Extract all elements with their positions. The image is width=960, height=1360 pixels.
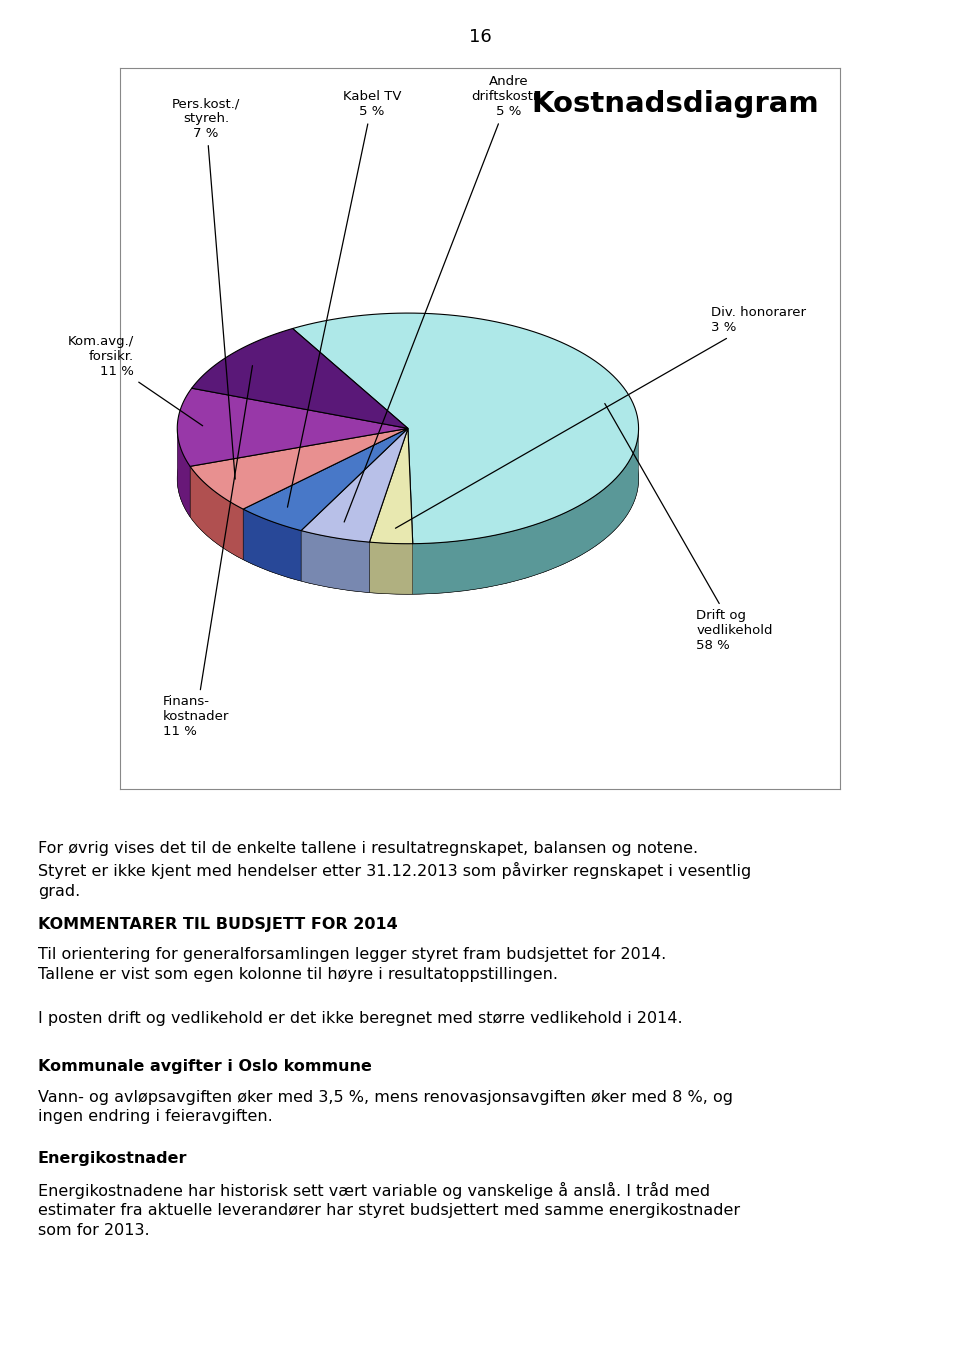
Text: Pers.kost./
styreh.
7 %: Pers.kost./ styreh. 7 % [172,97,240,479]
Text: For øvrig vises det til de enkelte tallene i resultatregnskapet, balansen og not: For øvrig vises det til de enkelte talle… [37,842,751,899]
Text: Kom.avg./
forsikr.
11 %: Kom.avg./ forsikr. 11 % [68,335,203,426]
Text: Drift og
vedlikehold
58 %: Drift og vedlikehold 58 % [605,404,773,651]
Polygon shape [178,428,190,517]
Polygon shape [293,313,638,544]
Polygon shape [192,329,408,428]
Ellipse shape [178,363,638,594]
Polygon shape [243,509,301,581]
Text: Vann- og avløpsavgiften øker med 3,5 %, mens renovasjonsavgiften øker med 8 %, o: Vann- og avløpsavgiften øker med 3,5 %, … [37,1089,732,1125]
Polygon shape [301,428,408,543]
Polygon shape [370,428,413,544]
Polygon shape [413,431,638,594]
Polygon shape [301,530,370,593]
Polygon shape [190,466,243,559]
Text: Div. honorarer
3 %: Div. honorarer 3 % [396,306,805,528]
Text: Andre
driftskostn.
5 %: Andre driftskostn. 5 % [345,75,546,522]
Text: Kostnadsdiagram: Kostnadsdiagram [531,90,819,117]
Text: Kommunale avgifter i Oslo kommune: Kommunale avgifter i Oslo kommune [37,1059,372,1074]
Text: 16: 16 [468,27,492,46]
Text: I posten drift og vedlikehold er det ikke beregnet med større vedlikehold i 2014: I posten drift og vedlikehold er det ikk… [37,1012,683,1027]
Text: KOMMENTARER TIL BUDSJETT FOR 2014: KOMMENTARER TIL BUDSJETT FOR 2014 [37,917,397,932]
Polygon shape [370,543,413,594]
Text: Energikostnader: Energikostnader [37,1151,187,1166]
Text: Kabel TV
5 %: Kabel TV 5 % [287,91,401,507]
Text: Energikostnadene har historisk sett vært variable og vanskelige å anslå. I tråd : Energikostnadene har historisk sett vært… [37,1182,740,1238]
Text: Finans-
kostnader
11 %: Finans- kostnader 11 % [163,366,252,738]
Text: Til orientering for generalforsamlingen legger styret fram budsjettet for 2014.
: Til orientering for generalforsamlingen … [37,948,666,982]
Polygon shape [178,388,408,466]
Polygon shape [243,428,408,530]
Polygon shape [190,428,408,509]
